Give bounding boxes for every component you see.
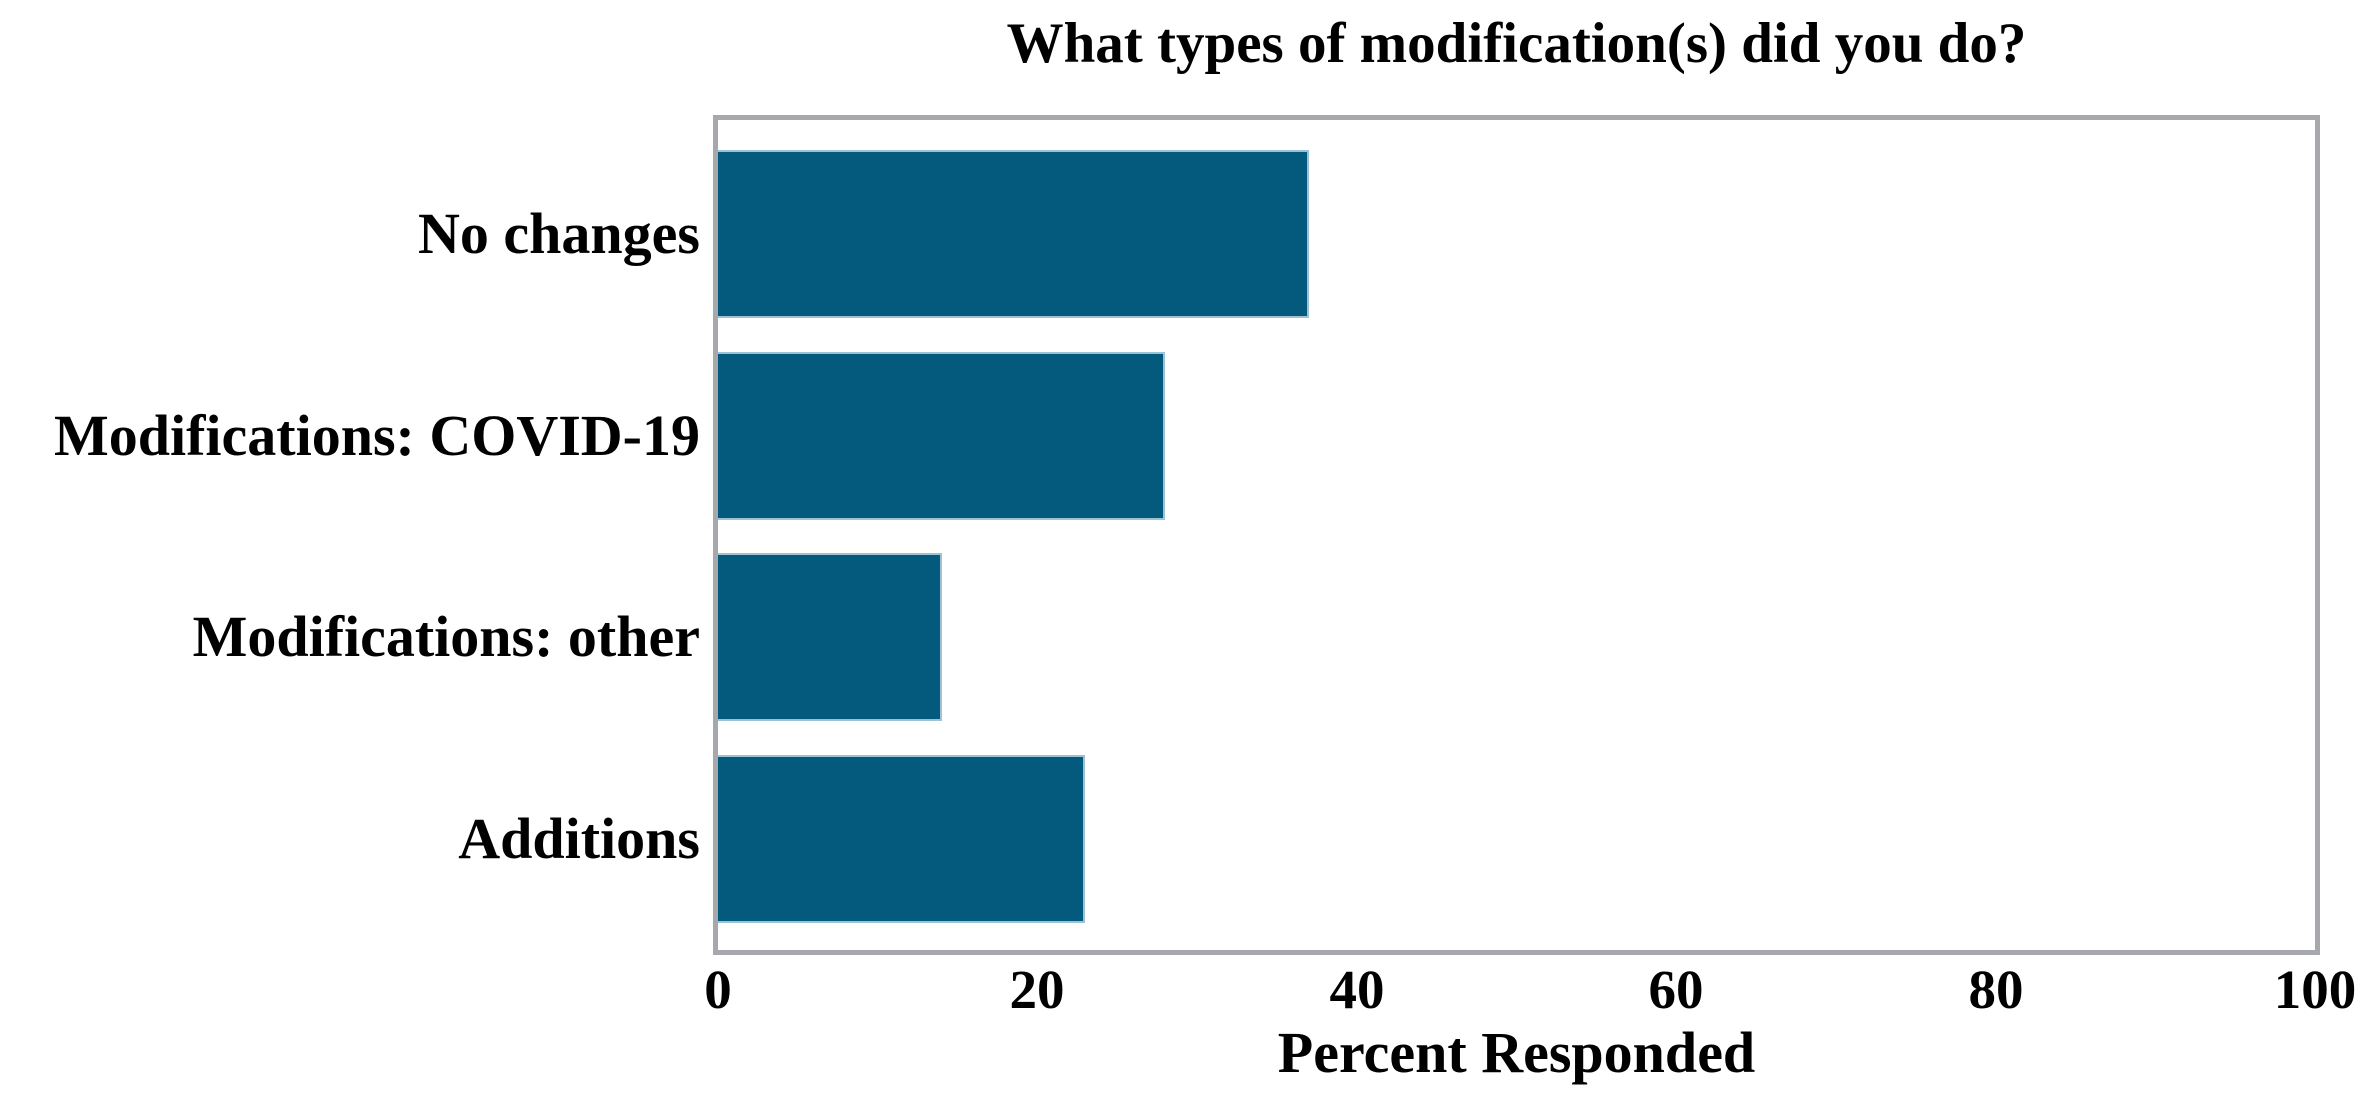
category-label-2: Modifications: other	[192, 604, 700, 669]
category-label-0: No changes	[418, 201, 700, 266]
x-tick-label-40: 40	[1329, 959, 1385, 1020]
category-label-3: Additions	[458, 806, 700, 871]
x-tick-label-80: 80	[1968, 959, 2024, 1020]
bar-1	[718, 352, 1165, 520]
x-tick-label-20: 20	[1009, 959, 1065, 1020]
bar-2	[718, 553, 942, 721]
x-tick-label-0: 0	[704, 959, 732, 1020]
x-axis-label: Percent Responded	[1277, 1020, 1756, 1085]
bar-3	[718, 755, 1085, 923]
chart-title: What types of modification(s) did you do…	[1006, 12, 2027, 75]
bar-0	[718, 150, 1309, 318]
x-tick-label-60: 60	[1648, 959, 1704, 1020]
category-label-1: Modifications: COVID-19	[53, 403, 700, 468]
plot-area	[713, 115, 2320, 955]
x-tick-label-100: 100	[2273, 959, 2357, 1020]
